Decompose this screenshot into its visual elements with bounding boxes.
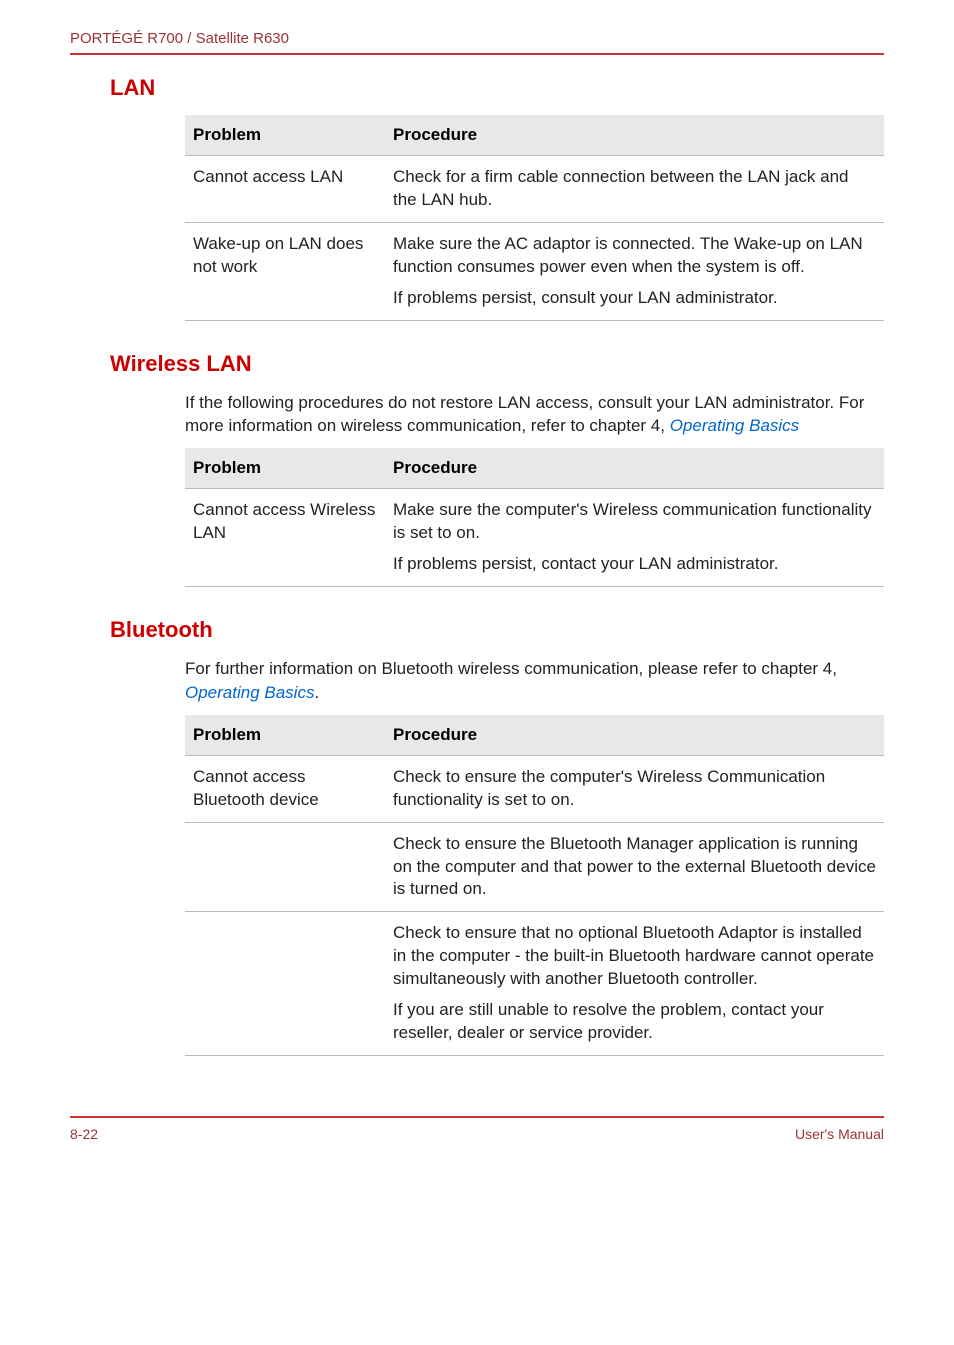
section-intro-bluetooth: For further information on Bluetooth wir… [185, 657, 874, 705]
procedure-para: Check to ensure the computer's Wireless … [393, 766, 876, 812]
problem-cell: Wake-up on LAN does not work [185, 222, 385, 320]
table-row: Cannot access LAN Check for a firm cable… [185, 156, 884, 223]
problem-cell: Cannot access Bluetooth device [185, 755, 385, 822]
table-header-problem: Problem [185, 115, 385, 156]
section-intro-wlan: If the following procedures do not resto… [185, 391, 874, 439]
table-row: Check to ensure that no optional Bluetoo… [185, 912, 884, 1056]
procedure-para: Check to ensure the Bluetooth Manager ap… [393, 833, 876, 902]
table-row: Cannot access Wireless LAN Make sure the… [185, 489, 884, 587]
footer-page-number: 8-22 [70, 1126, 98, 1142]
table-header-problem: Problem [185, 448, 385, 489]
footer-manual-label: User's Manual [795, 1126, 884, 1142]
problem-cell [185, 912, 385, 1056]
procedure-para: If problems persist, contact your LAN ad… [393, 553, 876, 576]
procedure-cell: Check to ensure the Bluetooth Manager ap… [385, 822, 884, 912]
section-title-lan: LAN [110, 75, 884, 101]
header-model-line: PORTÉGÉ R700 / Satellite R630 [70, 30, 884, 55]
page-footer: 8-22 User's Manual [70, 1116, 884, 1142]
section-title-bluetooth: Bluetooth [110, 617, 884, 643]
procedure-cell: Make sure the AC adaptor is connected. T… [385, 222, 884, 320]
wlan-table: Problem Procedure Cannot access Wireless… [185, 448, 884, 587]
table-header-procedure: Procedure [385, 715, 884, 756]
procedure-cell: Check for a firm cable connection betwee… [385, 156, 884, 223]
table-row: Wake-up on LAN does not work Make sure t… [185, 222, 884, 320]
procedure-cell: Check to ensure that no optional Bluetoo… [385, 912, 884, 1056]
intro-text: For further information on Bluetooth wir… [185, 659, 837, 678]
table-header-problem: Problem [185, 715, 385, 756]
procedure-cell: Check to ensure the computer's Wireless … [385, 755, 884, 822]
procedure-cell: Make sure the computer's Wireless commun… [385, 489, 884, 587]
link-operating-basics[interactable]: Operating Basics [185, 683, 314, 702]
procedure-para: Make sure the computer's Wireless commun… [393, 499, 876, 545]
table-header-procedure: Procedure [385, 115, 884, 156]
section-title-wlan: Wireless LAN [110, 351, 884, 377]
problem-cell [185, 822, 385, 912]
procedure-para: Make sure the AC adaptor is connected. T… [393, 233, 876, 279]
problem-cell: Cannot access Wireless LAN [185, 489, 385, 587]
table-row: Cannot access Bluetooth device Check to … [185, 755, 884, 822]
intro-suffix: . [314, 683, 319, 702]
lan-table: Problem Procedure Cannot access LAN Chec… [185, 115, 884, 321]
procedure-para: Check for a firm cable connection betwee… [393, 166, 876, 212]
procedure-para: If you are still unable to resolve the p… [393, 999, 876, 1045]
table-row: Check to ensure the Bluetooth Manager ap… [185, 822, 884, 912]
bluetooth-table: Problem Procedure Cannot access Bluetoot… [185, 715, 884, 1056]
problem-cell: Cannot access LAN [185, 156, 385, 223]
table-header-procedure: Procedure [385, 448, 884, 489]
link-operating-basics[interactable]: Operating Basics [670, 416, 799, 435]
procedure-para: If problems persist, consult your LAN ad… [393, 287, 876, 310]
procedure-para: Check to ensure that no optional Bluetoo… [393, 922, 876, 991]
